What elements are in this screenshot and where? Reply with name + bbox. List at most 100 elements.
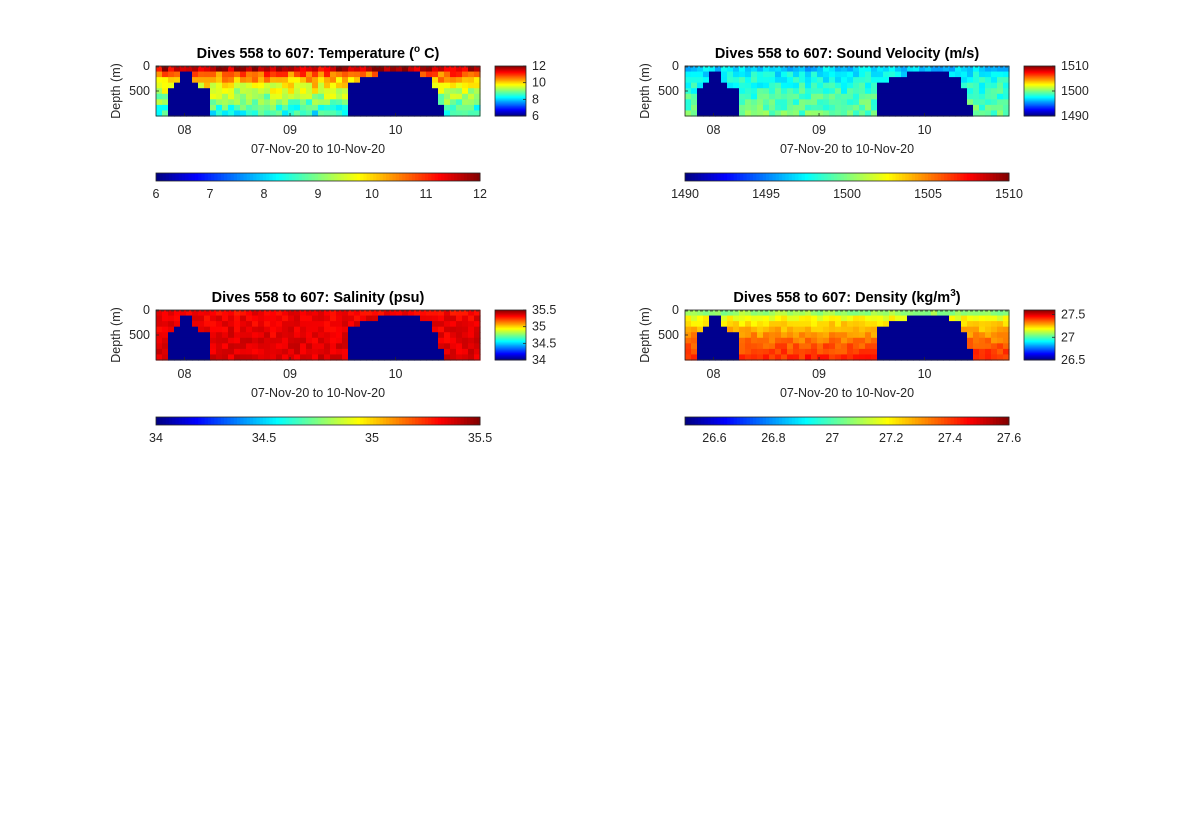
salinity-cell xyxy=(408,321,415,328)
sound-velocity-cell xyxy=(967,66,974,73)
salinity-cell xyxy=(420,326,427,333)
temperature-cell xyxy=(264,88,271,95)
sound-velocity-cell xyxy=(775,71,782,78)
temperature-colorbar-bottom-band xyxy=(211,173,215,181)
temperature-cell xyxy=(180,66,187,73)
salinity-colorbar-right-band xyxy=(495,343,526,345)
temperature-colorbar-bottom-band xyxy=(295,173,300,181)
sound-velocity-colorbar-right-band xyxy=(1024,105,1055,107)
sound-velocity-cell xyxy=(973,82,980,89)
salinity-colorbar-bottom-band xyxy=(382,417,387,425)
salinity-cell xyxy=(192,348,199,356)
density-cell xyxy=(751,348,758,356)
sound-velocity-cell xyxy=(805,82,812,89)
sound-velocity-cell xyxy=(943,88,950,95)
salinity-colorbar-bottom-band xyxy=(214,417,219,425)
density-cell xyxy=(685,310,692,317)
salinity-colorbar-right-band xyxy=(495,348,526,350)
salinity-colorbar-right-label: 35.5 xyxy=(532,303,556,317)
salinity-cell xyxy=(276,315,283,322)
sound-velocity-cell xyxy=(697,110,704,117)
density-colorbar-right xyxy=(1024,310,1055,361)
density-cell xyxy=(901,348,908,356)
temperature-xlabel: 07-Nov-20 to 10-Nov-20 xyxy=(251,142,385,156)
density-cell xyxy=(967,332,974,339)
sound-velocity-colorbar-bottom-label: 1505 xyxy=(914,187,942,201)
sound-velocity-cell xyxy=(817,71,824,78)
density-cell xyxy=(811,348,818,356)
temperature-cell xyxy=(156,71,163,78)
sound-velocity-colorbar-bottom-band xyxy=(691,173,696,181)
salinity-cell xyxy=(390,315,397,322)
salinity-cell xyxy=(258,326,265,333)
salinity-cell xyxy=(306,310,313,317)
temperature-cell xyxy=(258,110,265,117)
sound-velocity-colorbar-right-band xyxy=(1024,106,1055,108)
sound-velocity-cell xyxy=(943,77,950,84)
salinity-cell xyxy=(438,343,445,350)
salinity-colorbar-right-band xyxy=(495,339,526,341)
density-cell xyxy=(853,321,860,328)
temperature-cell xyxy=(342,93,349,100)
density-cell xyxy=(883,348,890,356)
density-cell xyxy=(937,321,944,328)
temperature-cell xyxy=(288,66,295,73)
sound-velocity-cell xyxy=(961,93,968,100)
temperature-cell xyxy=(192,93,199,100)
sound-velocity-cell xyxy=(847,82,854,89)
density-cell xyxy=(841,332,848,339)
sound-velocity-cell xyxy=(925,110,932,117)
density-cell xyxy=(781,315,788,322)
temperature-cell xyxy=(294,93,301,100)
temperature-cell xyxy=(354,93,361,100)
sound-velocity-cell xyxy=(985,88,992,95)
sound-velocity-cell xyxy=(745,82,752,89)
sound-velocity-cell xyxy=(817,82,824,89)
salinity-cell xyxy=(234,337,241,344)
sound-velocity-cell xyxy=(859,93,866,100)
temperature-cell xyxy=(312,93,319,100)
temperature-colorbar-right-band xyxy=(495,104,526,106)
density-cell xyxy=(889,343,896,350)
salinity-cell xyxy=(384,332,391,339)
temperature-cell xyxy=(288,71,295,78)
sound-velocity-colorbar-bottom-band xyxy=(947,173,952,181)
salinity-cell xyxy=(432,315,439,322)
salinity-cell xyxy=(288,310,295,317)
salinity-cell xyxy=(420,321,427,328)
temperature-colorbar-right-band xyxy=(495,76,526,79)
density-cell xyxy=(709,332,716,339)
density-cell xyxy=(799,332,806,339)
salinity-cell xyxy=(252,354,259,361)
salinity-cell xyxy=(438,337,445,344)
density-colorbar-bottom-box xyxy=(684,416,1010,426)
temperature-cell xyxy=(420,71,427,78)
density-cell xyxy=(943,315,950,322)
temperature-colorbar-right-band xyxy=(495,111,526,113)
salinity-cell xyxy=(288,337,295,344)
salinity-colorbar-right-band xyxy=(495,329,526,331)
density-cell xyxy=(763,315,770,322)
sound-velocity-colorbar-right-label: 1510 xyxy=(1061,59,1089,73)
density-cell xyxy=(799,310,806,317)
temperature-cell xyxy=(324,99,331,106)
sound-velocity-cell xyxy=(919,82,926,89)
density-cell xyxy=(751,337,758,344)
salinity-cell xyxy=(426,337,433,344)
sound-velocity-cell xyxy=(721,66,728,73)
temperature-colorbar-bottom-label: 11 xyxy=(420,187,433,201)
temperature-cell xyxy=(264,77,271,84)
temperature-cell xyxy=(414,71,421,78)
salinity-colorbar-right-band xyxy=(495,338,526,340)
sound-velocity-colorbar-bottom-band xyxy=(859,173,864,181)
temperature-cell xyxy=(276,99,283,106)
temperature-cell xyxy=(342,66,349,73)
density-cell xyxy=(715,354,722,361)
salinity-cell xyxy=(420,315,427,322)
salinity-cell xyxy=(312,343,319,350)
salinity-colorbar-right-band xyxy=(495,313,526,315)
salinity-colorbar-right-band xyxy=(495,330,526,332)
density-cell xyxy=(733,332,740,339)
salinity-cell xyxy=(438,354,445,361)
density-cell xyxy=(907,315,914,322)
